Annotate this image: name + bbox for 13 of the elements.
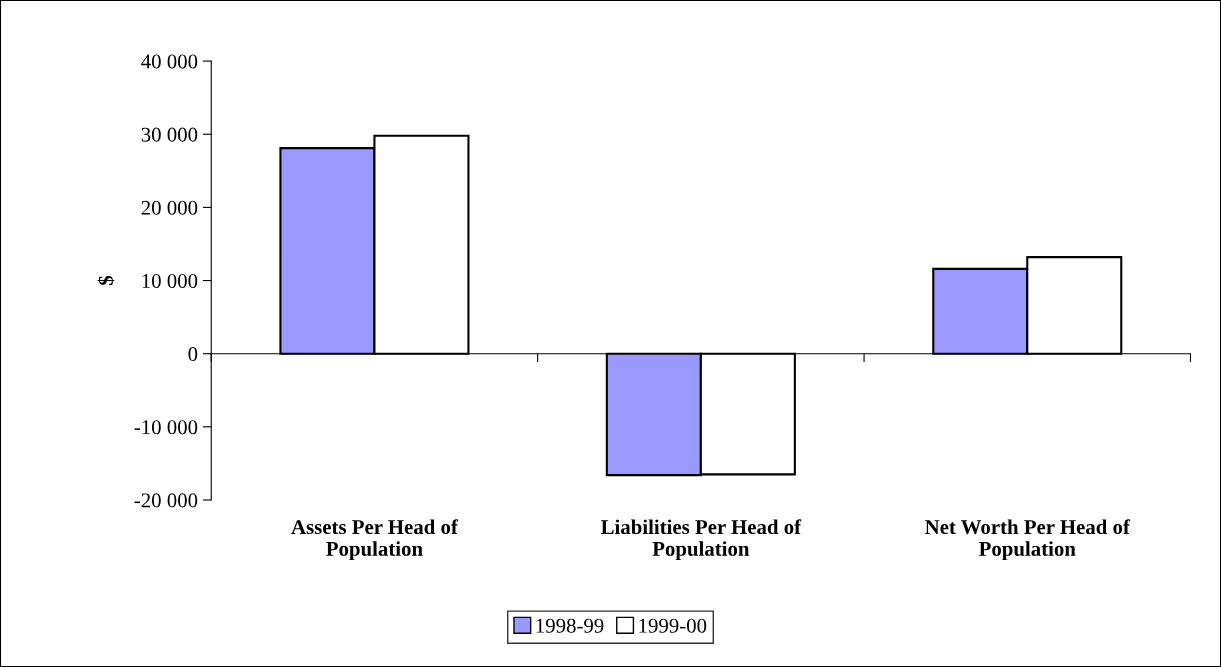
y-tick-label: 0	[188, 347, 198, 362]
y-tick-label: 20 000	[141, 200, 198, 215]
y-tick-label: 10 000	[142, 273, 198, 288]
y-tick-label: -20 000	[134, 493, 198, 508]
y-axis-title: $	[97, 275, 115, 286]
x-tick-label: Net Worth Per Head of Population	[925, 519, 1131, 561]
legend-label: 1999-00	[639, 618, 707, 633]
y-tick-label: 40 000	[141, 54, 198, 69]
legend-label: 1998-99	[536, 618, 604, 633]
y-tick-label: -10 000	[134, 420, 198, 435]
x-tick-label: Assets Per Head of Population	[291, 519, 459, 561]
y-tick-label: 30 000	[141, 127, 198, 142]
x-tick-label: Liabilities Per Head of Population	[601, 519, 802, 561]
